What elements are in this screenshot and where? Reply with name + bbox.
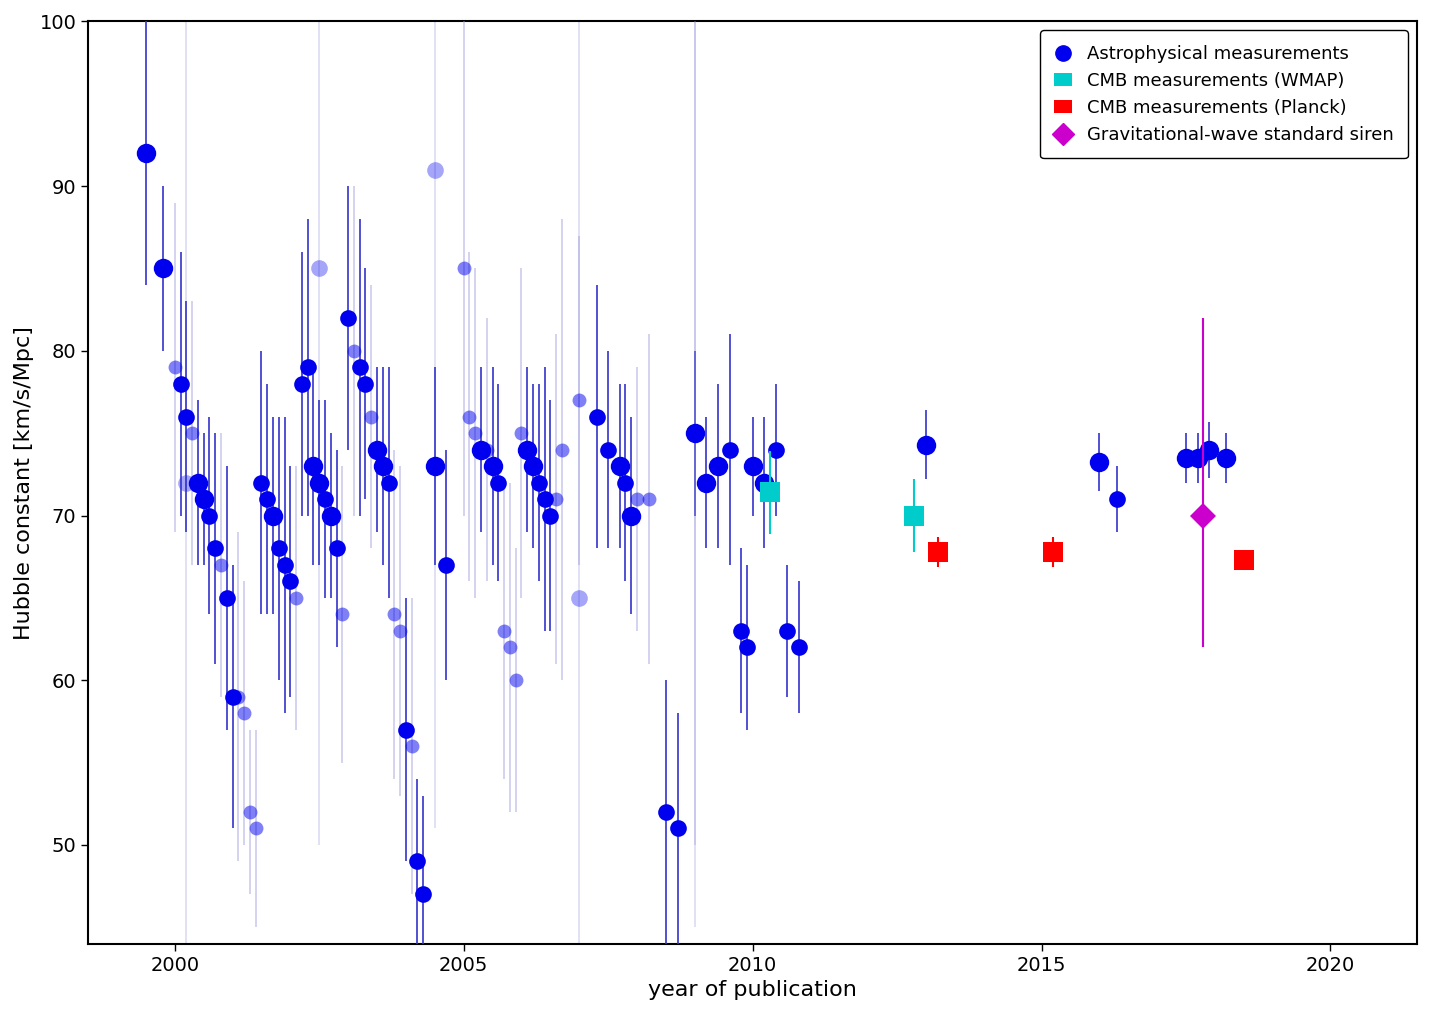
Legend: Astrophysical measurements, CMB measurements (WMAP), CMB measurements (Planck), : Astrophysical measurements, CMB measurem… xyxy=(1040,30,1408,158)
X-axis label: year of publication: year of publication xyxy=(648,981,857,1000)
Y-axis label: Hubble constant [km/s/Mpc]: Hubble constant [km/s/Mpc] xyxy=(14,325,34,640)
